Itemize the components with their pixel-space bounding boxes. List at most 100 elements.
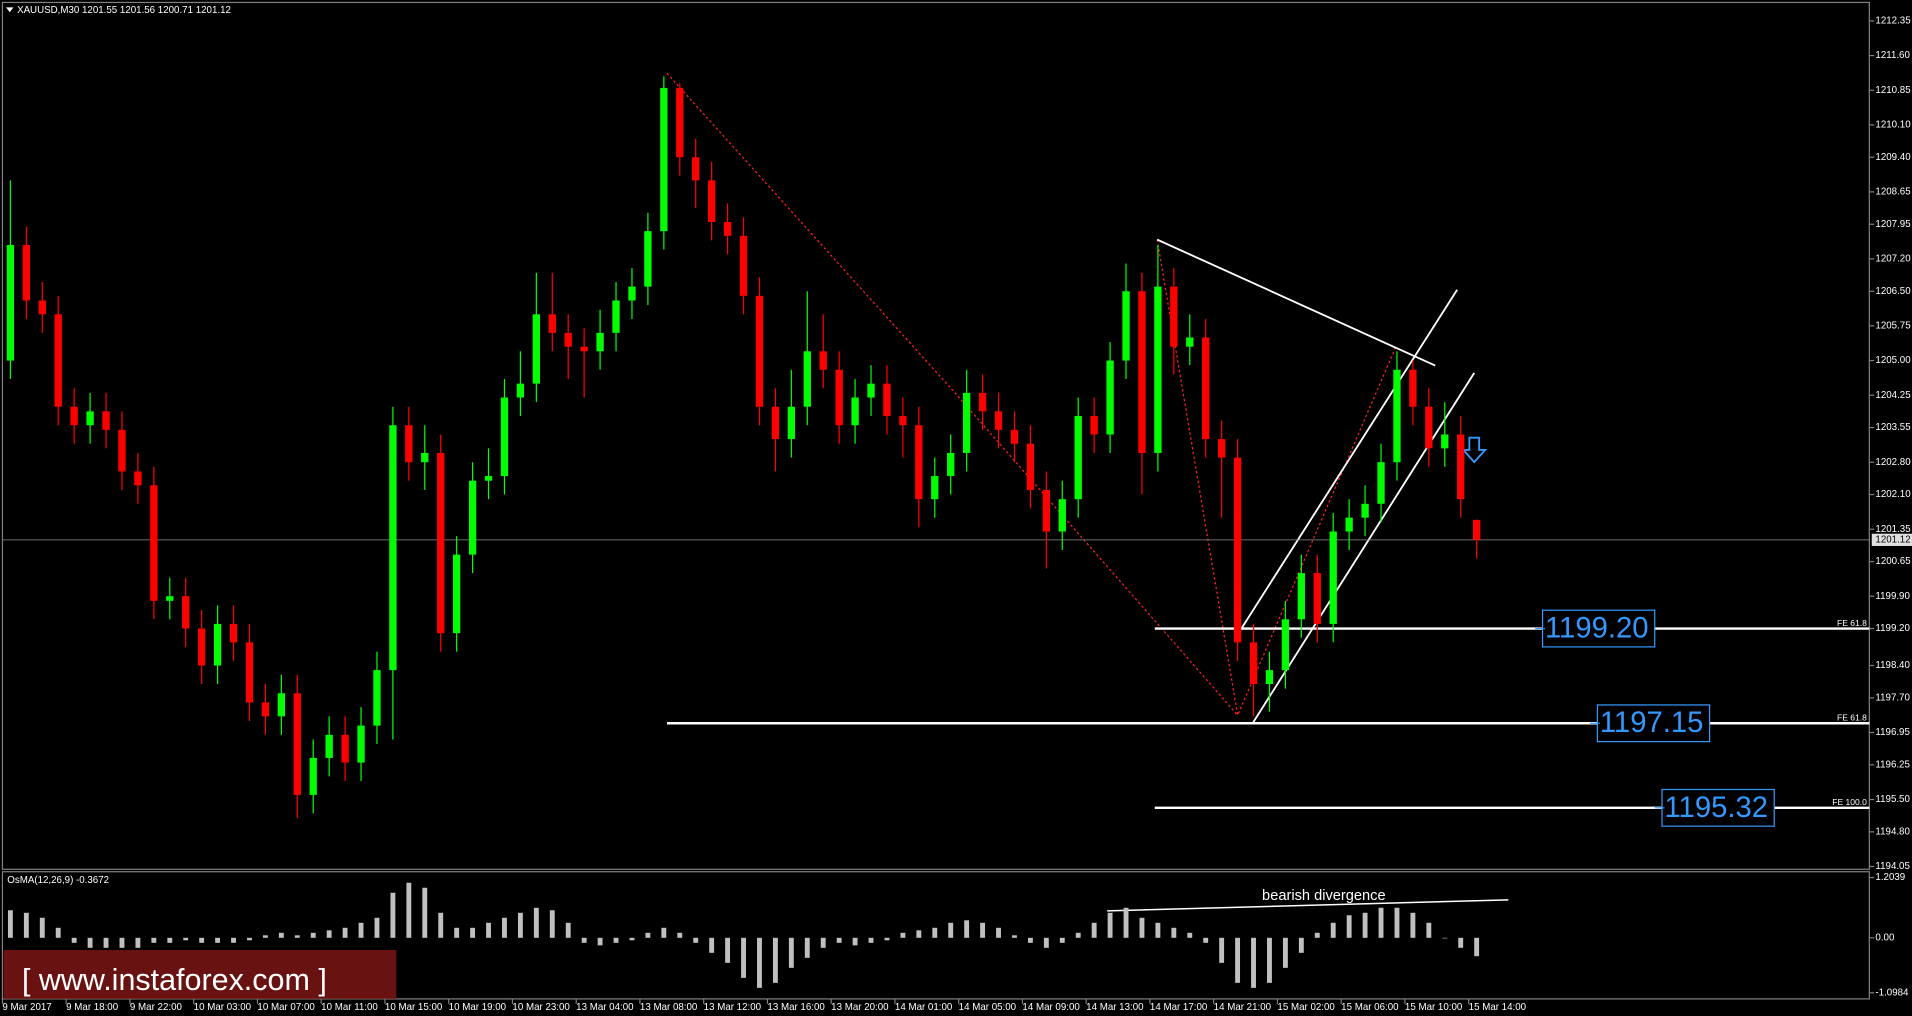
watermark: [ www.instaforex.com ]: [22, 963, 327, 997]
osma-bar: [374, 917, 380, 938]
candle-body: [102, 411, 110, 430]
osma-bar: [422, 887, 428, 938]
osma-bar: [900, 932, 906, 938]
osma-bar: [1091, 922, 1097, 938]
level-label: 1199.20: [1545, 611, 1649, 644]
x-tick-label: 15 Mar 02:00: [1277, 1002, 1335, 1013]
osma-bar: [199, 937, 205, 943]
candle-body: [899, 415, 907, 426]
osma-bar: [1075, 932, 1081, 938]
candle-body: [325, 734, 333, 758]
y-tick-label: 1207.95: [1875, 219, 1911, 230]
y-tick-label: 1205.75: [1875, 320, 1911, 331]
osma-bar: [1139, 917, 1145, 938]
divergence-label: bearish divergence: [1262, 888, 1386, 904]
osma-bar: [772, 937, 778, 983]
osma-bar: [71, 937, 77, 943]
candle-body: [229, 623, 238, 643]
candle-body: [357, 725, 365, 763]
osma-bar: [1171, 927, 1177, 938]
osma-bar: [103, 937, 109, 948]
osma-bar: [788, 937, 794, 968]
candle-body: [1010, 429, 1019, 444]
candle-body: [915, 425, 923, 500]
candle-body: [421, 452, 429, 463]
candle-body: [851, 397, 859, 426]
y-tick-label: 1196.25: [1875, 759, 1910, 770]
osma-bar: [517, 912, 523, 938]
osma-bar: [884, 937, 890, 941]
osma-bar: [1314, 932, 1320, 938]
osma-bar: [757, 937, 762, 988]
osma-bar: [358, 922, 364, 938]
candle-body: [676, 87, 684, 158]
osma-bar: [247, 937, 252, 941]
y-tick-label: 1194.80: [1875, 826, 1910, 837]
y-tick-label: -1.0984: [1875, 987, 1909, 998]
y-tick-label: 1199.90: [1875, 591, 1910, 602]
osma-bar: [1187, 932, 1193, 938]
candle-body: [1138, 291, 1146, 453]
osma-bar: [1043, 937, 1049, 948]
osma-bar: [1219, 937, 1225, 963]
osma-bar: [326, 930, 332, 938]
candle-body: [38, 300, 46, 315]
osma-bar: [1330, 922, 1336, 938]
y-tick-label: 1197.70: [1875, 692, 1910, 703]
osma-bar: [1282, 937, 1288, 968]
osma-bar: [502, 917, 507, 938]
x-tick-label: 15 Mar 10:00: [1405, 1002, 1463, 1013]
candle-body: [723, 221, 732, 236]
candle-body: [500, 397, 509, 477]
x-tick-label: 14 Mar 21:00: [1214, 1002, 1272, 1013]
candle-body: [1377, 462, 1385, 504]
candle-body: [54, 314, 62, 407]
y-tick-label: 1210.10: [1875, 119, 1911, 130]
candle-body: [771, 406, 780, 440]
osma-bar: [486, 922, 491, 938]
candle-body: [692, 157, 700, 181]
candle-body: [1441, 434, 1449, 449]
osma-bar: [645, 932, 651, 938]
candle-body: [962, 392, 971, 453]
x-tick-label: 10 Mar 15:00: [385, 1002, 443, 1013]
candle-body: [1361, 503, 1369, 518]
x-tick-label: 10 Mar 03:00: [194, 1002, 252, 1013]
osma-bar: [23, 912, 29, 938]
osma-bar: [55, 927, 61, 938]
candle-body: [1281, 619, 1290, 671]
trend-line: [1156, 238, 1436, 367]
osma-bar: [151, 937, 157, 943]
y-tick-label: 1206.50: [1875, 286, 1911, 297]
candle-body: [166, 596, 174, 601]
candle-body: [341, 734, 349, 763]
last-price-label: 1201.12: [1875, 534, 1910, 545]
candle-body: [564, 332, 572, 347]
x-tick-label: 15 Mar 14:00: [1469, 1002, 1527, 1013]
osma-bar: [1012, 935, 1017, 938]
x-tick-label: 14 Mar 05:00: [959, 1002, 1017, 1013]
candle-body: [1074, 415, 1082, 500]
down-arrow: [1461, 436, 1488, 464]
x-tick-label: 14 Mar 17:00: [1150, 1002, 1208, 1013]
candle-body: [197, 628, 206, 666]
osma-bar: [1155, 922, 1161, 938]
y-tick-label: 1200.65: [1875, 556, 1911, 567]
candle-body: [628, 286, 636, 301]
osma-bar: [613, 937, 619, 943]
osma-bar: [565, 922, 571, 938]
candle-body: [867, 383, 875, 398]
candle-body: [1154, 286, 1162, 453]
chart-title: XAUUSD,M30 1201.55 1201.56 1200.71 1201.…: [17, 5, 231, 16]
osma-bar: [549, 910, 555, 938]
candle-body: [6, 245, 15, 361]
candle-body: [1472, 519, 1481, 540]
candle-body: [1217, 439, 1226, 458]
osma-bar: [804, 937, 810, 958]
osma-bar: [215, 937, 221, 943]
candle-body: [1329, 531, 1337, 624]
candle-body: [994, 411, 1003, 430]
osma-bar: [1203, 937, 1209, 943]
candle-body: [261, 702, 270, 717]
